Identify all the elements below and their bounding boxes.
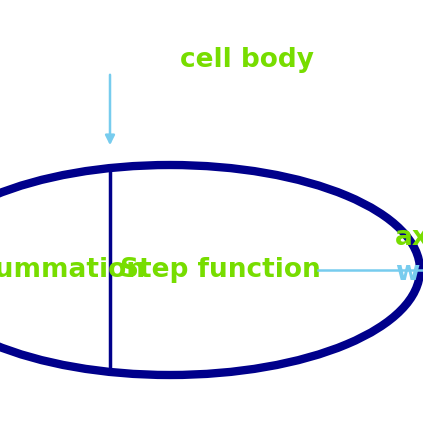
Text: summation: summation [0, 257, 146, 283]
Text: cell body: cell body [180, 47, 314, 73]
Text: w: w [395, 260, 419, 286]
Text: axon: axon [395, 225, 423, 251]
Text: Step function: Step function [120, 257, 320, 283]
